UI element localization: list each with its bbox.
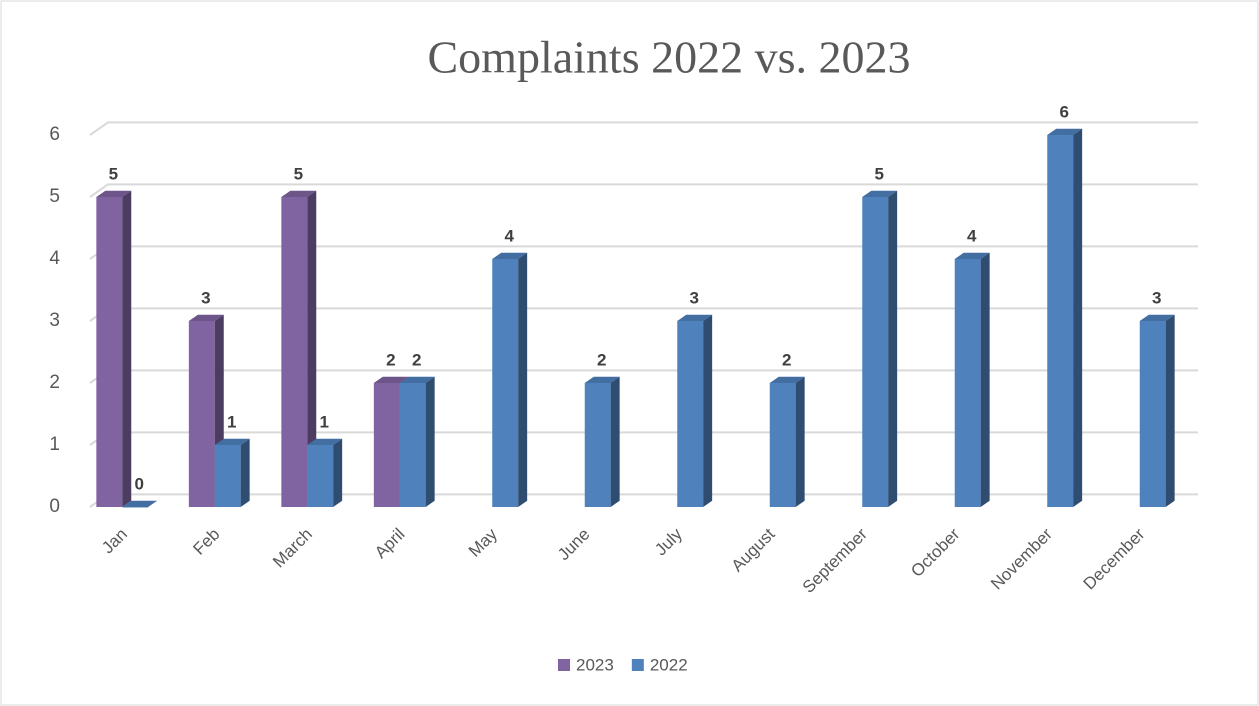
bar-side bbox=[425, 376, 435, 507]
bar-front bbox=[307, 445, 334, 507]
bar bbox=[122, 500, 158, 508]
bar-front bbox=[373, 383, 400, 507]
bar-side bbox=[980, 252, 990, 507]
bar-side bbox=[1165, 314, 1175, 507]
bar bbox=[584, 376, 620, 507]
bar bbox=[281, 190, 317, 507]
bar-top bbox=[1139, 314, 1175, 321]
bar-side bbox=[333, 438, 343, 507]
value-label: 1 bbox=[319, 412, 328, 431]
bar-side bbox=[888, 190, 898, 507]
legend-swatch bbox=[631, 659, 644, 671]
value-label: 5 bbox=[109, 164, 118, 183]
bar-front bbox=[769, 383, 796, 507]
value-label: 2 bbox=[782, 350, 791, 369]
bar-front bbox=[1139, 321, 1166, 507]
bar-top bbox=[954, 252, 990, 259]
value-label: 2 bbox=[386, 350, 395, 369]
legend-label: 2022 bbox=[650, 655, 688, 674]
bar bbox=[307, 438, 343, 507]
bar-side bbox=[703, 314, 713, 507]
bar bbox=[399, 376, 435, 507]
bar-front bbox=[1047, 135, 1074, 507]
value-label: 5 bbox=[294, 164, 303, 183]
bar bbox=[373, 376, 409, 507]
bar-front bbox=[188, 321, 215, 507]
bar-front bbox=[214, 445, 241, 507]
bar bbox=[492, 252, 528, 507]
bar-front bbox=[399, 383, 426, 507]
value-label: 3 bbox=[1152, 288, 1161, 307]
bar-top bbox=[281, 190, 317, 197]
bar-front bbox=[862, 197, 889, 507]
bar-side bbox=[240, 438, 250, 507]
bar-front bbox=[492, 259, 519, 507]
value-label: 4 bbox=[967, 226, 977, 245]
value-label: 4 bbox=[504, 226, 514, 245]
value-label: 3 bbox=[201, 288, 210, 307]
y-tick-label: 3 bbox=[49, 310, 60, 331]
bar bbox=[1139, 314, 1175, 507]
bar-side bbox=[122, 190, 132, 507]
bar bbox=[677, 314, 713, 507]
value-label: 3 bbox=[689, 288, 698, 307]
grid-line bbox=[89, 183, 1198, 198]
bar-top bbox=[214, 438, 250, 445]
bar-top bbox=[96, 190, 132, 197]
legend-swatch bbox=[558, 659, 570, 671]
y-tick-label: 5 bbox=[49, 186, 60, 207]
y-tick-label: 0 bbox=[49, 496, 60, 517]
value-label: 0 bbox=[134, 474, 143, 493]
bar-front bbox=[96, 197, 123, 507]
value-label: 6 bbox=[1059, 102, 1068, 121]
bar-top bbox=[677, 314, 713, 321]
y-tick-label: 6 bbox=[49, 124, 60, 145]
bar-front bbox=[122, 507, 149, 508]
bar-top bbox=[862, 190, 898, 197]
bar bbox=[954, 252, 990, 507]
bar-top bbox=[492, 252, 528, 259]
bar-top bbox=[584, 376, 620, 383]
bar-top bbox=[188, 314, 224, 321]
bar-side bbox=[518, 252, 528, 507]
bar-top bbox=[373, 376, 409, 383]
chart-title: Complaints 2022 vs. 2023 bbox=[427, 32, 910, 83]
bar-top bbox=[122, 500, 158, 507]
y-tick-label: 1 bbox=[49, 434, 60, 455]
bar-top bbox=[307, 438, 343, 445]
bar-front bbox=[281, 197, 308, 507]
bar-side bbox=[307, 190, 317, 507]
bar-top bbox=[1047, 128, 1083, 135]
value-label: 2 bbox=[412, 350, 421, 369]
legend-label: 2023 bbox=[576, 655, 614, 674]
bar bbox=[96, 190, 132, 507]
value-label: 1 bbox=[227, 412, 236, 431]
y-tick-label: 2 bbox=[49, 372, 60, 393]
bar-side bbox=[610, 376, 620, 507]
bar-front bbox=[954, 259, 981, 507]
bar-front bbox=[677, 321, 704, 507]
bar-side bbox=[1073, 128, 1083, 507]
bar-front bbox=[584, 383, 611, 507]
bar-top bbox=[399, 376, 435, 383]
bar bbox=[769, 376, 805, 507]
bar bbox=[1047, 128, 1083, 507]
value-label: 5 bbox=[874, 164, 883, 183]
bar-side bbox=[795, 376, 805, 507]
bar bbox=[862, 190, 898, 507]
value-label: 2 bbox=[597, 350, 606, 369]
bar-top bbox=[769, 376, 805, 383]
grid-line bbox=[89, 121, 1198, 136]
y-tick-label: 4 bbox=[49, 248, 60, 269]
bar bbox=[214, 438, 250, 507]
